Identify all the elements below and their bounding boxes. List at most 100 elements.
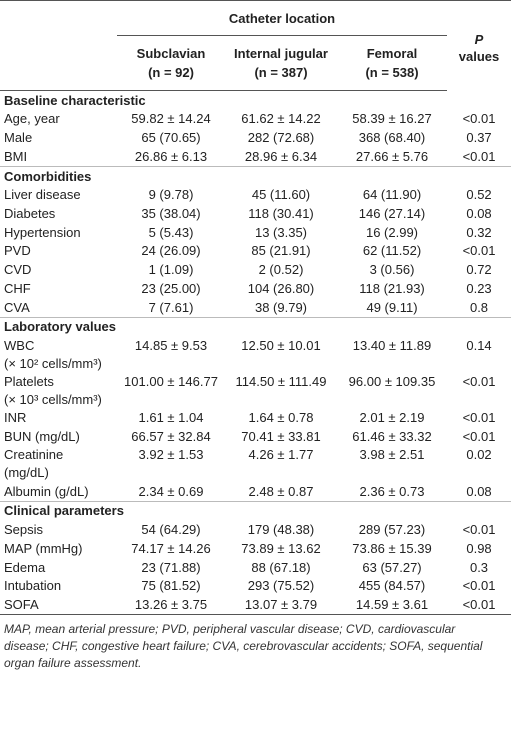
cell: 101.00 ± 146.77 <box>124 373 218 389</box>
data-row: Albumin (g/dL) 2.34 ± 0.69 2.48 ± 0.87 2.36… <box>0 482 511 501</box>
data-row: PVD 24 (26.09) 85 (21.91) 62 (11.52) <0.01 <box>0 242 511 261</box>
row-label-text: Creatinine <box>4 447 64 463</box>
data-row: Sepsis 54 (64.29) 179 (48.38) 289 (57.23) <0… <box>0 521 511 540</box>
cell: 0.8 <box>469 299 489 315</box>
data-row: INR 1.61 ± 1.04 1.64 ± 0.78 2.01 ± 2.19 <0.0… <box>0 409 511 428</box>
data-row: Liver disease 9 (9.78) 45 (11.60) 64 (11.90… <box>0 186 511 205</box>
column-name: Internal jugular <box>234 46 328 61</box>
cell: 2 (0.52) <box>258 262 304 278</box>
column-n: (n = 538) <box>365 65 419 80</box>
data-row: Creatinine (mg/dL) 3.92 ± 1.53 4.26 ± 1.77 3… <box>0 446 511 482</box>
cell: 0.37 <box>466 130 492 146</box>
cell: 96.00 ± 109.35 <box>348 373 436 389</box>
cell: 3.98 ± 2.51 <box>359 447 425 463</box>
cell: 13.07 ± 3.79 <box>225 595 337 616</box>
row-label-text: Hypertension <box>4 224 81 240</box>
row-label: Creatinine (mg/dL) <box>0 446 117 482</box>
row-label: Edema <box>0 558 117 577</box>
group-title: Comorbidities <box>0 166 511 187</box>
p-symbol: P <box>474 31 484 47</box>
cell: 114.50 ± 111.49 <box>235 373 327 389</box>
cell: 63 (57.27) <box>362 559 422 575</box>
data-row: CHF 23 (25.00) 104 (26.80) 118 (21.93) 0.23 <box>0 280 511 299</box>
cell: 28.96 ± 6.34 <box>244 148 318 164</box>
row-label-text: Platelets <box>4 373 54 389</box>
cell: 73.86 ± 15.39 <box>352 540 432 556</box>
cell: 54 (64.29) <box>141 522 201 538</box>
cell: 14.59 ± 3.61 <box>337 595 448 616</box>
group-row: Laboratory values <box>0 316 511 337</box>
data-row: Diabetes 35 (38.04) 118 (30.41) 146 (27.14)… <box>0 205 511 224</box>
footnote: MAP, mean arterial pressure; PVD, periph… <box>4 622 483 671</box>
cell: <0.01 <box>447 595 511 616</box>
data-row: Age, year 59.82 ± 14.24 61.62 ± 14.22 58.39… <box>0 110 511 129</box>
cell: 75 (81.52) <box>141 578 201 594</box>
cell: <0.01 <box>462 373 496 389</box>
cell: 0.72 <box>466 262 492 278</box>
row-label: Albumin (g/dL) <box>0 482 117 501</box>
column-n: (n = 92) <box>148 65 194 80</box>
row-label: Sepsis <box>0 521 117 540</box>
cell: 146 (27.14) <box>358 206 426 222</box>
cell: 0.23 <box>466 280 492 296</box>
cell: 27.66 ± 5.76 <box>355 148 429 164</box>
cell: <0.01 <box>462 578 496 594</box>
group-header: Catheter location <box>117 0 448 36</box>
cell: 85 (21.91) <box>251 243 311 259</box>
row-label-text: Intubation <box>4 578 62 594</box>
cell: 45 (11.60) <box>251 187 311 203</box>
cell: 38 (9.79) <box>254 299 308 315</box>
cell: 455 (84.57) <box>358 578 426 594</box>
column-name: Subclavian <box>136 46 206 61</box>
row-label: CVD <box>0 261 117 280</box>
group-title: Baseline characteristic <box>4 92 146 108</box>
cell: <0.01 <box>462 111 496 127</box>
row-label: CHF <box>0 280 117 299</box>
cell: 12.50 ± 10.01 <box>241 337 321 353</box>
row-label: Intubation <box>0 577 117 596</box>
cell: 0.98 <box>466 540 492 556</box>
corner <box>0 35 117 91</box>
row-label-text: CVA <box>4 299 30 315</box>
cell: 88 (67.18) <box>251 559 311 575</box>
column-header: Femoral (n = 538) <box>337 35 448 91</box>
row-label-text: CHF <box>4 280 31 296</box>
cell: 4.26 ± 1.77 <box>248 447 314 463</box>
cell: 1.64 ± 0.78 <box>248 410 314 426</box>
data-row: Male 65 (70.65) 282 (72.68) 368 (68.40) 0.37 <box>0 129 511 148</box>
row-label: PVD <box>0 242 117 261</box>
cell: 2.01 ± 2.19 <box>359 410 425 426</box>
cell: 5 (5.43) <box>148 224 194 240</box>
cell: 118 (30.41) <box>248 206 314 222</box>
cell: 49 (9.11) <box>366 299 418 315</box>
row-label: Male <box>0 129 117 148</box>
data-row: WBC (× 10² cells/mm³) 14.85 ± 9.53 12.50 ± … <box>0 337 511 373</box>
cell: 0.52 <box>466 187 492 203</box>
cell: 61.46 ± 33.32 <box>352 428 432 444</box>
row-label-text: Age, year <box>4 111 60 127</box>
data-row: SOFA 13.26 ± 3.75 13.07 ± 3.79 14.59 ± 3.61… <box>0 595 511 616</box>
cell: 59.82 ± 14.24 <box>131 111 211 127</box>
cell: <0.01 <box>462 148 496 164</box>
data-row: Platelets (× 10³ cells/mm³) 101.00 ± 146.7… <box>0 373 511 409</box>
group-row: Comorbidities <box>0 166 511 187</box>
cell: 74.17 ± 14.26 <box>131 540 211 556</box>
row-label: WBC (× 10² cells/mm³) <box>0 337 117 373</box>
cell: 23 (71.88) <box>141 559 201 575</box>
table-body: Baseline characteristic Age, year 59.82 ± … <box>0 91 511 616</box>
row-label: Hypertension <box>0 223 117 242</box>
row-label-text: Male <box>4 130 33 146</box>
cell: 73.89 ± 13.62 <box>241 540 321 556</box>
data-row: Intubation 75 (81.52) 293 (75.52) 455 (84.5… <box>0 577 511 596</box>
cell: <0.01 <box>462 522 496 538</box>
data-row: CVA 7 (7.61) 38 (9.79) 49 (9.11) 0.8 <box>0 298 511 317</box>
cell: 7 (7.61) <box>148 299 194 315</box>
data-row: Edema 23 (71.88) 88 (67.18) 63 (57.27) 0.3 <box>0 558 511 577</box>
corner <box>0 0 117 36</box>
column-header: Internal jugular (n = 387) <box>225 35 337 91</box>
cell: <0.01 <box>462 243 496 259</box>
cell: 64 (11.90) <box>362 187 422 203</box>
